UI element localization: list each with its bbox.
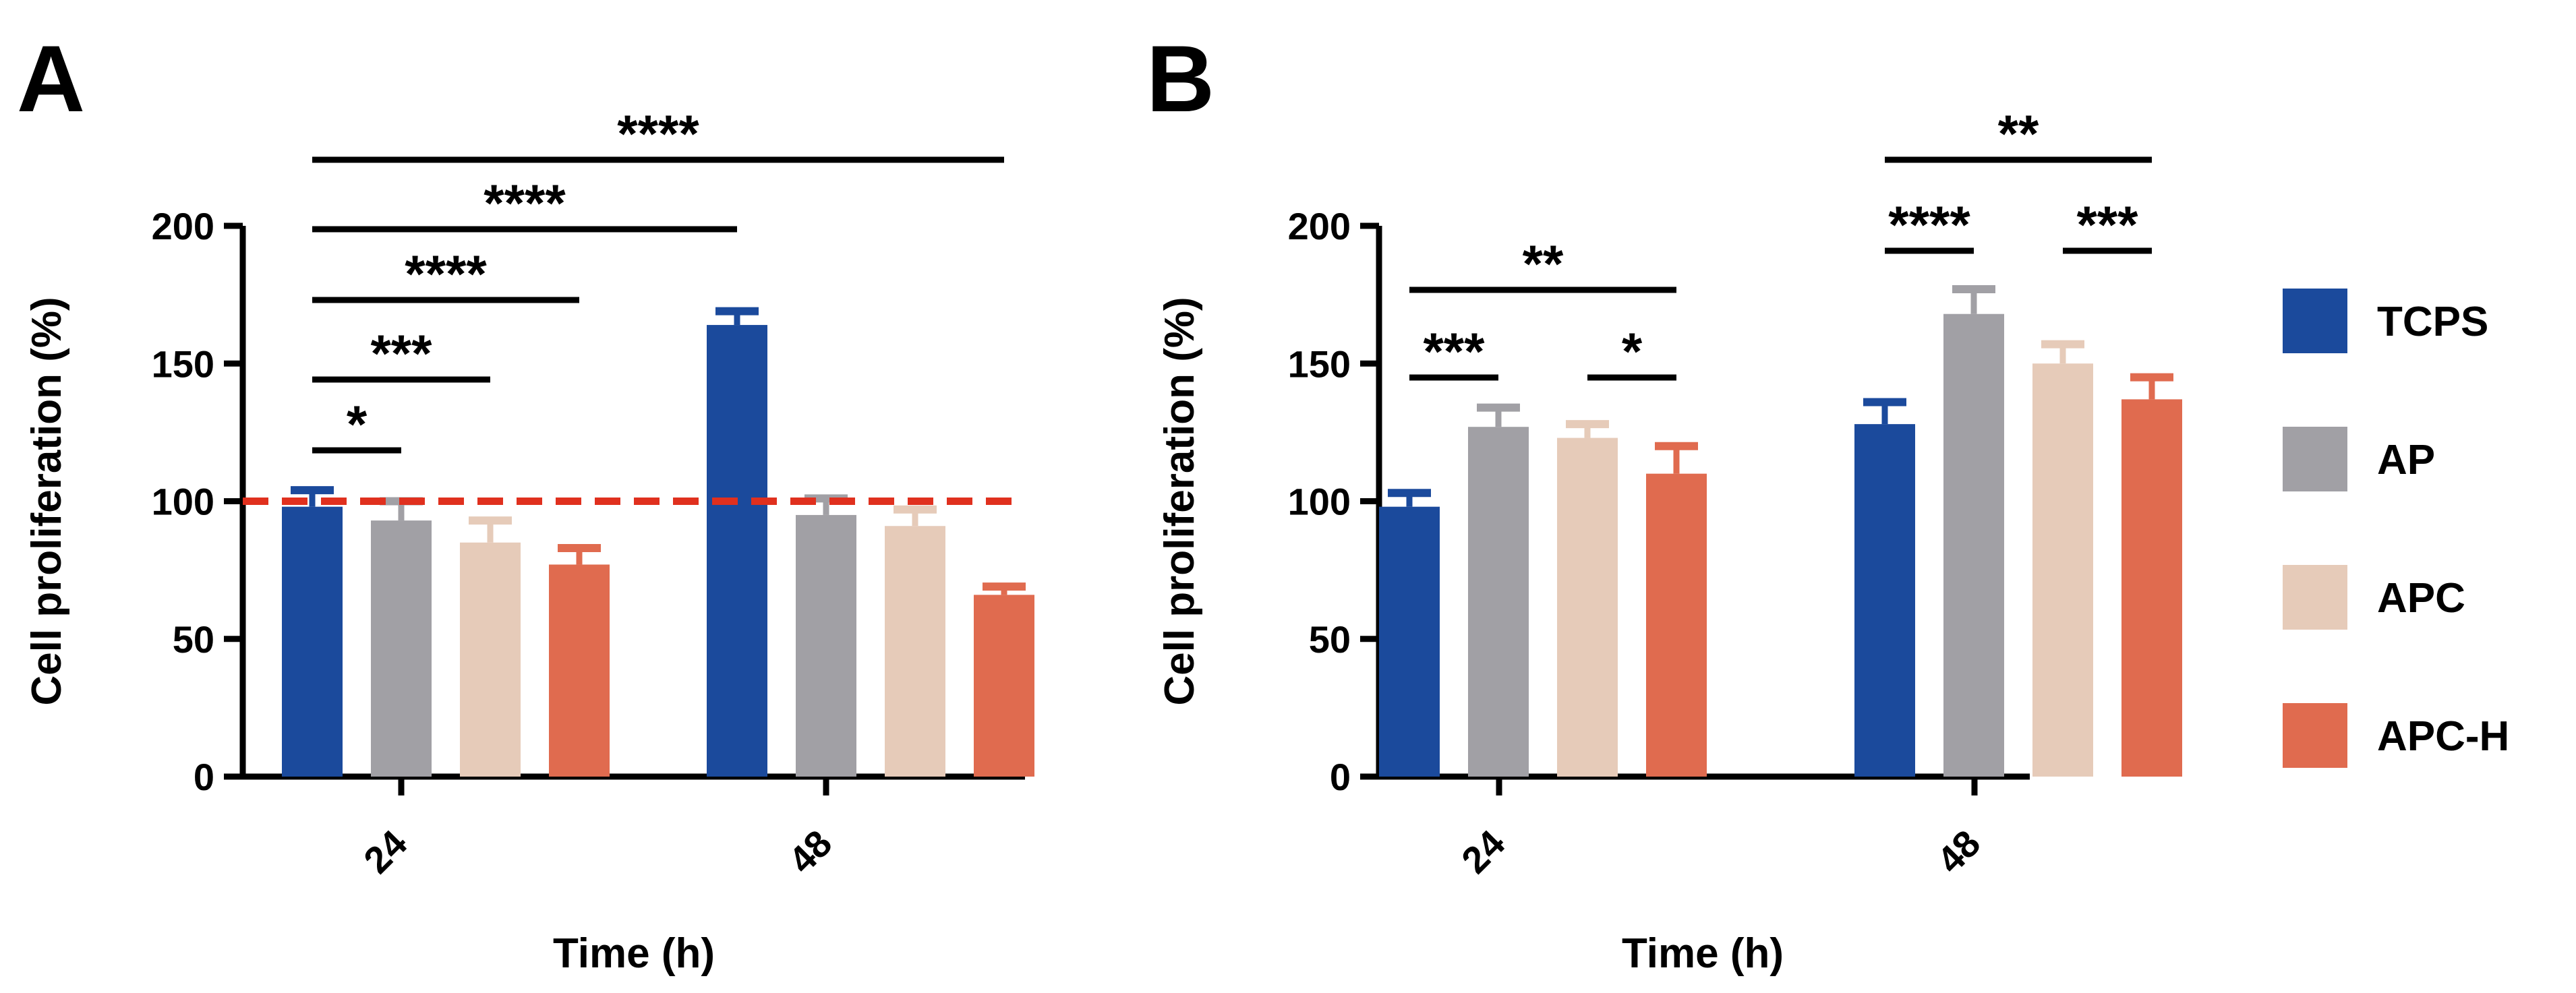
p1-bar-tcps-24	[1379, 506, 1440, 777]
p1-y-tick-label: 200	[1288, 205, 1351, 247]
p1-significance-stars: *	[1622, 322, 1643, 381]
p0-bar-apc-24	[460, 542, 521, 777]
legend-swatch-ap	[2283, 427, 2347, 491]
p0-x-axis-title: Time (h)	[553, 930, 715, 977]
chart-panel-b: 0 50 100 150 200 24 48 Cell proliferation (%) Ti…	[1157, 104, 2182, 977]
p1-x-tick-label: 48	[1929, 822, 1989, 882]
p0-significance-stars: *	[347, 394, 368, 454]
p0-x-tick-label: 24	[355, 822, 415, 882]
p0-y-tick-label: 50	[173, 618, 214, 661]
p1-y-tick-label: 150	[1288, 342, 1351, 385]
p1-significance-stars: ***	[2076, 195, 2138, 254]
p0-y-tick-label: 150	[152, 342, 214, 385]
p0-y-tick-label: 0	[194, 756, 214, 798]
p1-bar-tcps-48	[1854, 424, 1915, 777]
legend-swatch-apc-h	[2283, 703, 2347, 768]
p1-significance-stars: ****	[1888, 195, 1970, 254]
p0-bar-tcps-24	[282, 506, 343, 777]
p1-bar-ap-24	[1468, 427, 1529, 777]
p1-y-axis-title: Cell proliferation (%)	[1157, 297, 1203, 705]
p0-bar-apc-h-48	[974, 595, 1034, 777]
p1-x-axis-title: Time (h)	[1622, 930, 1784, 977]
p1-y-tick-label: 0	[1330, 756, 1351, 798]
p1-significance-stars: **	[1998, 104, 2039, 163]
p0-significance-stars: ***	[370, 324, 432, 383]
p1-bar-apc-h-48	[2121, 399, 2182, 777]
chart-panel-a: 0 50 100 150 200 24 48 Cell proliferation (%) Ti…	[24, 104, 1034, 977]
p0-y-tick-label: 200	[152, 205, 214, 247]
p0-y-tick-label: 100	[152, 481, 214, 523]
p1-bar-apc-h-24	[1646, 473, 1707, 777]
legend-swatch-tcps	[2283, 289, 2347, 353]
p1-bar-apc-24	[1557, 438, 1618, 777]
legend-swatch-apc	[2283, 565, 2347, 630]
p0-bar-ap-24	[371, 520, 432, 777]
p1-significance-stars: **	[1523, 234, 1564, 293]
p0-bar-tcps-48	[707, 325, 767, 777]
p0-significance-stars: ****	[617, 104, 699, 163]
p0-significance-stars: ****	[405, 244, 487, 303]
p0-bar-apc-48	[885, 526, 945, 777]
panel-label-a: A	[17, 26, 85, 131]
p0-y-axis-title: Cell proliferation (%)	[24, 297, 70, 705]
legend-label-tcps: TCPS	[2377, 299, 2488, 345]
legend-label-apc: APC	[2377, 575, 2465, 622]
legend-label-apc-h: APC-H	[2377, 713, 2509, 760]
legend: TCPS AP APC APC-H	[2283, 289, 2509, 768]
p0-significance-stars: ****	[484, 173, 566, 233]
p1-significance-stars: ***	[1423, 322, 1485, 381]
p1-y-tick-label: 50	[1309, 618, 1351, 661]
panel-label-b: B	[1146, 26, 1214, 131]
p1-x-tick-label: 24	[1453, 822, 1513, 882]
p0-x-tick-label: 48	[780, 822, 840, 882]
p0-bar-ap-48	[796, 514, 856, 777]
p1-bar-ap-48	[1943, 313, 2004, 777]
legend-label-ap: AP	[2377, 437, 2435, 483]
p0-bar-apc-h-24	[549, 564, 610, 777]
p1-y-tick-label: 100	[1288, 481, 1351, 523]
p1-bar-apc-48	[2032, 363, 2093, 777]
